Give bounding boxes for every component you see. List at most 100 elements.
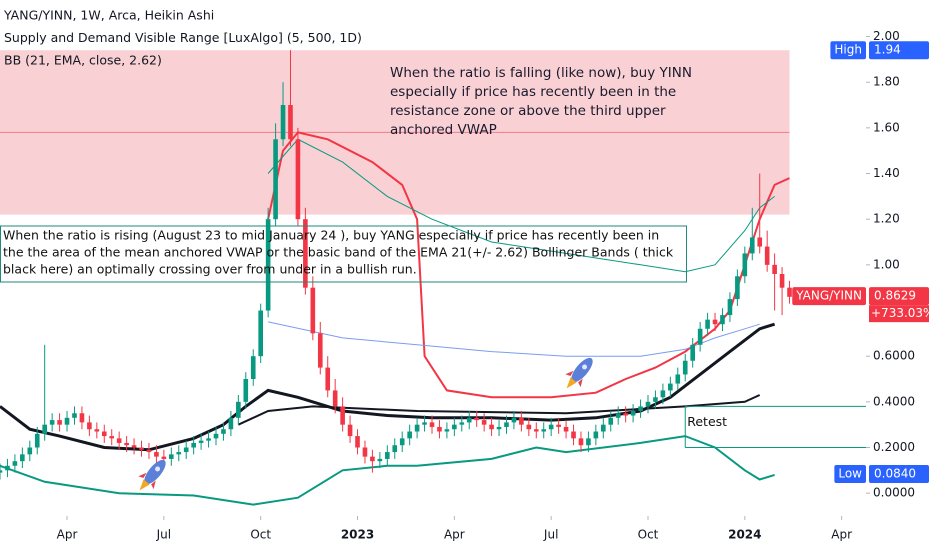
candle-body [198,440,204,443]
change-box [869,305,929,323]
candle-body [682,360,688,375]
candle-body [422,422,427,425]
x-tick-label: Apr [57,528,78,542]
change-value: +733.03% [871,306,932,320]
indicator-line [267,321,760,357]
candle-body [727,299,733,316]
last-price-value: 0.8629 [874,289,916,303]
candle-body [49,420,55,425]
candle-body [466,417,472,423]
candle-body [720,315,725,325]
annotation-text: When the ratio is rising (August 23 to m… [3,228,659,243]
candle-body [131,445,137,448]
candle-body [645,401,651,407]
candle-body [94,429,100,432]
candle-body [109,436,115,439]
candle-body [623,413,628,416]
indicator-line [0,322,776,452]
candle-body [243,379,249,402]
candle-body [452,424,457,430]
candle-body [690,344,695,361]
candle-body [615,413,621,418]
candle-body [586,438,591,446]
candle-body [370,456,375,462]
candle-body [556,424,561,427]
last-price-label-box [792,287,866,306]
candle-body [146,449,152,453]
candle-body [34,433,40,448]
candle-body [385,452,390,459]
candle-body [541,429,547,432]
legend-text: Supply and Demand Visible Range [LuxAlgo… [4,30,362,45]
indicator-line [267,131,790,399]
candle-body [5,465,10,471]
rocket-icon [138,459,166,491]
y-tick-label: 0.0000 [873,486,915,500]
candle-body [355,436,360,448]
candle-body [437,426,442,432]
x-tick-label: Jul [543,528,558,542]
y-tick-label: 1.60 [873,120,900,134]
candle-body [407,431,412,439]
candle-body [660,390,666,398]
candle-body [772,264,777,274]
candle-body [42,424,47,434]
candle-body [206,438,211,441]
candle-body [250,356,256,380]
indicator-line [0,435,775,506]
candle-body [489,424,494,430]
x-tick-label: 2023 [341,528,374,542]
marker-label: Low [838,466,862,480]
indicator-line [237,394,761,426]
candle-body [317,333,323,368]
marker-value: 0.0840 [874,466,916,480]
candle-body [124,442,129,446]
y-tick-label: 1.80 [873,75,900,89]
candle-body [749,237,755,254]
last-price-label: YANG/YINN [795,289,862,303]
rocket-window [582,364,588,370]
candle-body [228,417,234,430]
candle-body [221,429,226,434]
candle-body [630,410,636,416]
candle-body [593,431,599,439]
candle-body [258,310,263,357]
candle-body [213,433,219,439]
x-tick-label: 2024 [728,528,761,542]
candle-body [191,442,196,448]
y-tick-label: 1.20 [873,212,900,226]
candle-body [504,422,509,427]
indicator-line [267,138,775,273]
candle-body [176,452,182,455]
candle-body [27,447,33,455]
candle-body [563,426,569,432]
annotation-text: the the area of the mean anchored VWAP o… [3,245,674,260]
candle-body [161,456,167,459]
candle-body [735,276,740,300]
marker-value-box [869,41,929,60]
candle-body [332,390,338,407]
rocket-fin [565,370,583,388]
legend-text: BB (21, EMA, close, 2.62) [4,53,162,68]
candle-body [481,420,487,425]
candle-body [12,461,18,466]
candle-body [154,452,159,457]
candle-body [116,438,122,443]
candle-body [444,429,450,432]
candle-body [519,417,524,425]
candle-body [578,438,584,446]
candle-body [668,383,673,391]
candle-body [764,246,770,265]
candle-body [742,253,748,277]
rocket-fin [138,472,156,490]
candle-body [310,287,316,334]
candle-body [712,319,718,325]
candle-body [511,417,517,423]
candle-body [533,429,539,432]
candle-body [429,422,435,427]
rocket-icon [565,357,593,389]
candle-body [787,287,792,297]
candle-body [273,139,278,220]
x-tick-label: Apr [444,528,465,542]
y-tick-label: 0.2000 [873,440,915,454]
